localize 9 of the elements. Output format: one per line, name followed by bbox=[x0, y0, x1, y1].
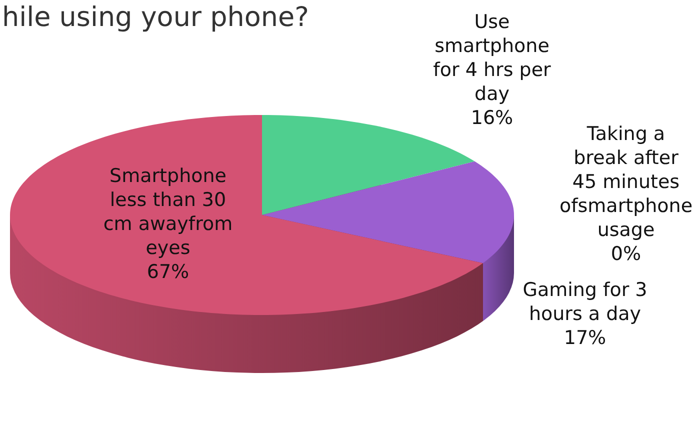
text: 0% bbox=[610, 243, 642, 265]
slice-label: Gaming for 3 hours a day bbox=[522, 279, 648, 325]
data-label: 17% bbox=[564, 327, 606, 349]
category-label: Taking a break after 45 minutes ofsmartphone usage bbox=[559, 123, 693, 241]
slice-label: Use smartphone for 4 hrs per day bbox=[433, 11, 552, 105]
slice-label: Smartphone less than 30 cm awayfrom eyes bbox=[103, 165, 233, 259]
chart-title: hile using your phone? bbox=[2, 2, 309, 33]
data-label: 67% bbox=[146, 261, 190, 283]
data-label: 16% bbox=[470, 107, 514, 129]
